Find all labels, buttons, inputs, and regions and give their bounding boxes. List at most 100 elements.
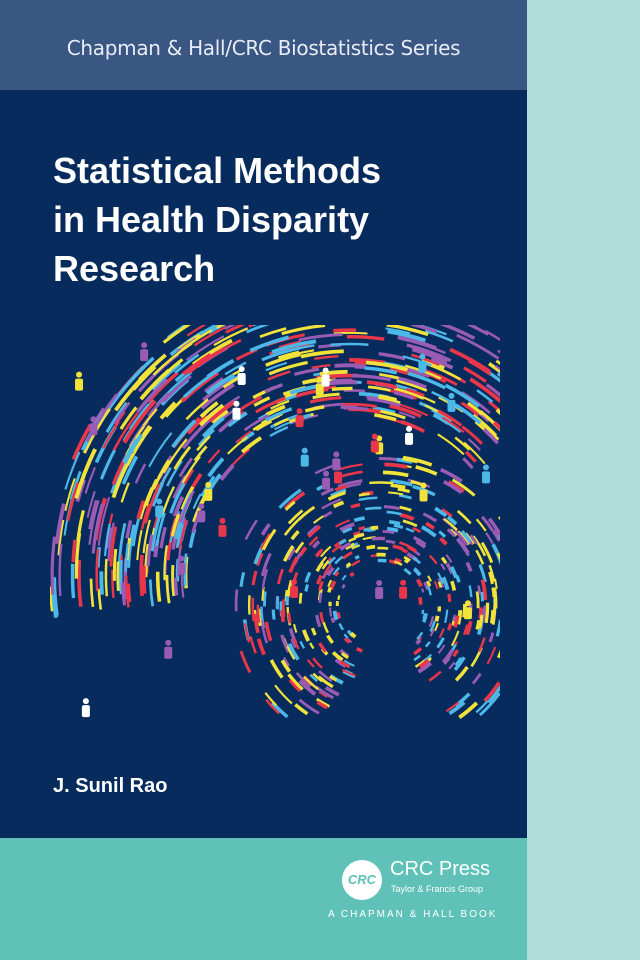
art-stroke xyxy=(314,549,323,558)
art-stroke xyxy=(316,700,328,710)
art-stroke xyxy=(372,406,396,415)
art-stroke xyxy=(104,558,109,597)
art-stroke xyxy=(95,548,100,592)
art-stroke xyxy=(396,379,428,392)
art-stroke xyxy=(443,480,463,494)
art-stroke xyxy=(428,554,438,565)
art-stroke xyxy=(116,561,121,592)
art-stroke xyxy=(434,622,439,632)
art-stroke xyxy=(120,482,130,503)
art-stroke xyxy=(50,586,54,612)
art-stroke xyxy=(287,673,304,691)
art-stroke xyxy=(333,331,368,335)
art-stroke xyxy=(398,411,416,419)
art-stroke xyxy=(428,670,442,682)
art-stroke xyxy=(205,373,235,395)
art-stroke xyxy=(287,642,300,661)
person-icon xyxy=(232,400,241,420)
art-stroke xyxy=(353,516,365,523)
art-stroke xyxy=(342,402,377,408)
art-stroke xyxy=(330,488,347,498)
art-stroke xyxy=(298,333,343,342)
art-stroke xyxy=(441,416,465,433)
art-stroke xyxy=(224,361,247,376)
art-stroke xyxy=(240,436,263,454)
art-stroke xyxy=(251,597,255,621)
art-stroke xyxy=(295,671,312,688)
art-stroke xyxy=(454,666,469,682)
publisher-name: CRC Press xyxy=(390,858,491,880)
art-stroke xyxy=(150,361,182,391)
art-stroke xyxy=(301,377,319,385)
art-stroke xyxy=(399,505,412,512)
art-stroke xyxy=(311,540,321,549)
title-line-3: Research xyxy=(53,248,216,289)
art-stroke xyxy=(270,399,290,410)
art-stroke xyxy=(278,488,302,509)
art-stroke xyxy=(480,541,494,564)
person-icon xyxy=(300,447,309,467)
art-stroke xyxy=(418,658,430,669)
art-stroke xyxy=(439,537,448,546)
art-stroke xyxy=(268,360,308,376)
art-stroke xyxy=(350,503,361,509)
art-stroke xyxy=(475,619,481,630)
art-stroke xyxy=(211,409,229,425)
art-stroke xyxy=(180,486,195,511)
art-stroke xyxy=(413,654,421,662)
art-stroke xyxy=(307,524,322,538)
art-stroke xyxy=(458,701,479,719)
art-stroke xyxy=(421,609,425,615)
art-stroke xyxy=(255,396,287,414)
art-stroke xyxy=(424,641,431,648)
art-stroke xyxy=(447,622,453,631)
person-icon xyxy=(177,555,186,575)
art-stroke xyxy=(364,506,382,511)
art-stroke xyxy=(491,604,497,625)
art-stroke xyxy=(280,659,292,673)
art-stroke xyxy=(311,363,331,369)
art-stroke xyxy=(334,555,344,565)
person-icon xyxy=(81,698,90,718)
art-stroke xyxy=(179,490,195,523)
art-stroke xyxy=(269,426,289,438)
art-stroke xyxy=(416,580,421,585)
art-stroke xyxy=(261,528,277,551)
art-stroke xyxy=(284,500,296,511)
art-stroke xyxy=(387,329,427,343)
art-stroke xyxy=(388,491,404,496)
art-stroke xyxy=(426,585,432,596)
art-stroke xyxy=(142,408,158,427)
art-stroke xyxy=(182,353,212,376)
art-stroke xyxy=(386,526,399,533)
art-stroke xyxy=(437,581,443,588)
art-stroke xyxy=(124,543,129,572)
art-stroke xyxy=(467,359,492,376)
art-stroke xyxy=(155,512,166,547)
art-stroke xyxy=(292,638,300,650)
person-icon xyxy=(419,482,428,502)
author: J. Sunil Rao xyxy=(53,775,168,797)
art-stroke xyxy=(323,563,333,576)
art-stroke xyxy=(488,564,496,582)
art-stroke xyxy=(334,571,340,577)
art-stroke xyxy=(444,383,481,408)
art-stroke xyxy=(290,530,300,541)
art-stroke xyxy=(464,450,477,463)
art-stroke xyxy=(488,571,494,585)
art-stroke xyxy=(352,374,392,382)
art-stroke xyxy=(243,414,270,432)
art-stroke xyxy=(267,370,291,381)
person-icon xyxy=(399,579,408,599)
art-stroke xyxy=(123,433,143,464)
art-stroke xyxy=(413,647,423,656)
art-stroke xyxy=(201,416,225,438)
art-stroke xyxy=(317,675,334,689)
art-stroke xyxy=(260,552,272,577)
art-stroke xyxy=(260,619,269,644)
art-stroke xyxy=(475,591,480,609)
art-stroke xyxy=(97,588,103,610)
art-stroke xyxy=(64,478,76,511)
art-stroke xyxy=(139,554,144,597)
art-stroke xyxy=(299,640,306,649)
